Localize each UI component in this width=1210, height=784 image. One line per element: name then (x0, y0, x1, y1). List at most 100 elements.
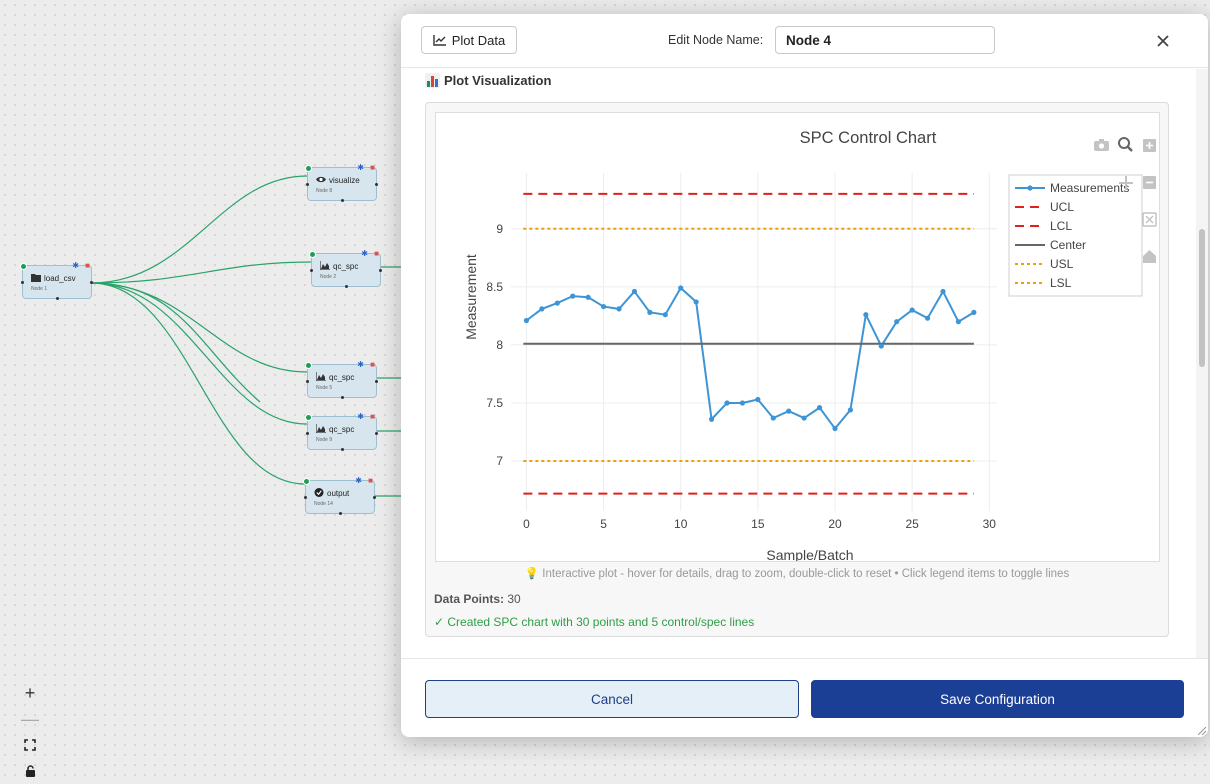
y-tick-label: 9 (496, 222, 503, 236)
output-port[interactable] (379, 269, 382, 272)
gear-icon[interactable]: ✱ (357, 412, 364, 421)
node-id: Node 9 (316, 437, 333, 443)
measurement-point (816, 405, 823, 411)
legend-entry[interactable]: USL (1050, 257, 1074, 271)
lock-icon (25, 765, 35, 777)
gear-icon[interactable]: ✱ (357, 360, 364, 369)
measurement-point (924, 315, 931, 321)
reset-home-icon[interactable] (1143, 250, 1156, 263)
edit-node-name-label: Edit Node Name: (668, 33, 764, 47)
scrollbar-thumb[interactable] (1199, 229, 1205, 367)
close-button[interactable] (1157, 30, 1169, 53)
folder-icon (31, 273, 41, 284)
modal-scrollbar[interactable] (1196, 69, 1208, 658)
gear-icon[interactable]: ✱ (355, 476, 362, 485)
output-port[interactable] (375, 432, 378, 435)
workflow-node[interactable]: ✱ ■ qc_spc Node 5 (305, 360, 378, 399)
workflow-node[interactable]: ✱ ■ load_csv Node 1 (20, 261, 93, 300)
bottom-port[interactable] (341, 396, 344, 399)
measurement-point (755, 396, 761, 403)
section-title: Plot Visualization (425, 73, 551, 88)
zoom-icon[interactable] (1118, 137, 1133, 152)
trash-icon[interactable]: ■ (85, 261, 90, 270)
autoscale-icon[interactable] (1142, 212, 1157, 227)
node-label: qc_spc (333, 262, 359, 271)
plot-container[interactable]: SPC Control Chart Sample/Batch Measureme… (435, 112, 1160, 563)
measurement-point (570, 293, 576, 299)
zoom-out-icon[interactable] (1143, 176, 1156, 189)
trash-icon[interactable]: ■ (368, 476, 373, 485)
gear-icon[interactable]: ✱ (72, 261, 79, 270)
x-axis-label: Sample/Batch (766, 547, 853, 561)
camera-icon[interactable] (1094, 139, 1109, 151)
measurement-point (786, 408, 792, 414)
close-icon (1157, 35, 1169, 47)
output-port[interactable] (375, 183, 378, 186)
workflow-node[interactable]: ✱ ■ qc_spc Node 2 (309, 249, 382, 288)
measurement-point (600, 303, 607, 310)
lock-button[interactable] (16, 758, 44, 784)
input-port[interactable] (306, 183, 309, 186)
zoom-out-button[interactable]: — (21, 708, 39, 729)
node-id: Node 14 (314, 501, 333, 507)
workflow-node[interactable]: ✱ ■ visualize Node 8 (305, 163, 378, 202)
workflow-node[interactable]: ✱ ■ qc_spc Node 9 (305, 412, 378, 451)
output-port[interactable] (90, 281, 93, 284)
trash-icon[interactable]: ■ (370, 163, 375, 172)
plot-data-button[interactable]: Plot Data (421, 26, 517, 54)
x-tick-label: 15 (751, 517, 765, 531)
input-port[interactable] (306, 432, 309, 435)
node-label: output (327, 489, 350, 498)
data-points-label: Data Points: (434, 592, 505, 606)
node-id: Node 1 (31, 286, 48, 292)
measurement-point (863, 312, 869, 318)
output-port[interactable] (373, 496, 376, 499)
legend-entry[interactable]: UCL (1050, 200, 1074, 214)
measurement-point (662, 312, 668, 318)
gear-icon[interactable]: ✱ (361, 249, 368, 258)
trash-icon[interactable]: ■ (370, 412, 375, 421)
area-chart-icon (316, 424, 326, 435)
zoom-in-button[interactable]: + (24, 682, 36, 703)
save-configuration-button[interactable]: Save Configuration (811, 680, 1184, 718)
fit-view-button[interactable] (16, 732, 44, 758)
legend-box (1008, 174, 1143, 297)
input-port[interactable] (21, 281, 24, 284)
input-port[interactable] (306, 380, 309, 383)
node-name-input[interactable] (775, 26, 995, 54)
bottom-port[interactable] (341, 199, 344, 202)
legend-entry[interactable]: LCL (1050, 219, 1072, 233)
plot-data-label: Plot Data (451, 32, 506, 48)
input-port[interactable] (310, 269, 313, 272)
gear-icon[interactable]: ✱ (357, 163, 364, 172)
modal-header: Plot Data Edit Node Name: (401, 14, 1208, 68)
x-tick-label: 0 (523, 517, 530, 531)
spc-chart[interactable]: SPC Control Chart Sample/Batch Measureme… (436, 113, 1159, 563)
chart-line-icon (433, 35, 446, 46)
interactive-hint: 💡 Interactive plot - hover for details, … (524, 568, 1070, 580)
measurement-point (909, 307, 915, 313)
bottom-port[interactable] (345, 285, 348, 288)
status-check-icon (20, 263, 27, 270)
resize-handle[interactable] (1198, 727, 1206, 735)
bottom-port[interactable] (56, 297, 59, 300)
cancel-button[interactable]: Cancel (425, 680, 799, 718)
bottom-port[interactable] (339, 512, 342, 515)
x-tick-label: 5 (600, 517, 607, 531)
measurement-point (971, 309, 977, 315)
measurements-line (525, 286, 975, 431)
trash-icon[interactable]: ■ (370, 360, 375, 369)
connection-edges (90, 175, 405, 497)
legend-entry[interactable]: LSL (1050, 276, 1072, 290)
output-port[interactable] (375, 380, 378, 383)
legend-entry[interactable]: Measurements (1050, 181, 1129, 195)
area-chart-icon (320, 261, 330, 272)
pan-icon[interactable] (1119, 176, 1133, 190)
chart-title: SPC Control Chart (800, 129, 937, 147)
trash-icon[interactable]: ■ (374, 249, 379, 258)
input-port[interactable] (304, 496, 307, 499)
legend-entry[interactable]: Center (1050, 238, 1086, 252)
zoom-in-icon[interactable] (1143, 139, 1156, 152)
workflow-node[interactable]: ✱ ■ output Node 14 (303, 476, 376, 515)
bottom-port[interactable] (341, 448, 344, 451)
